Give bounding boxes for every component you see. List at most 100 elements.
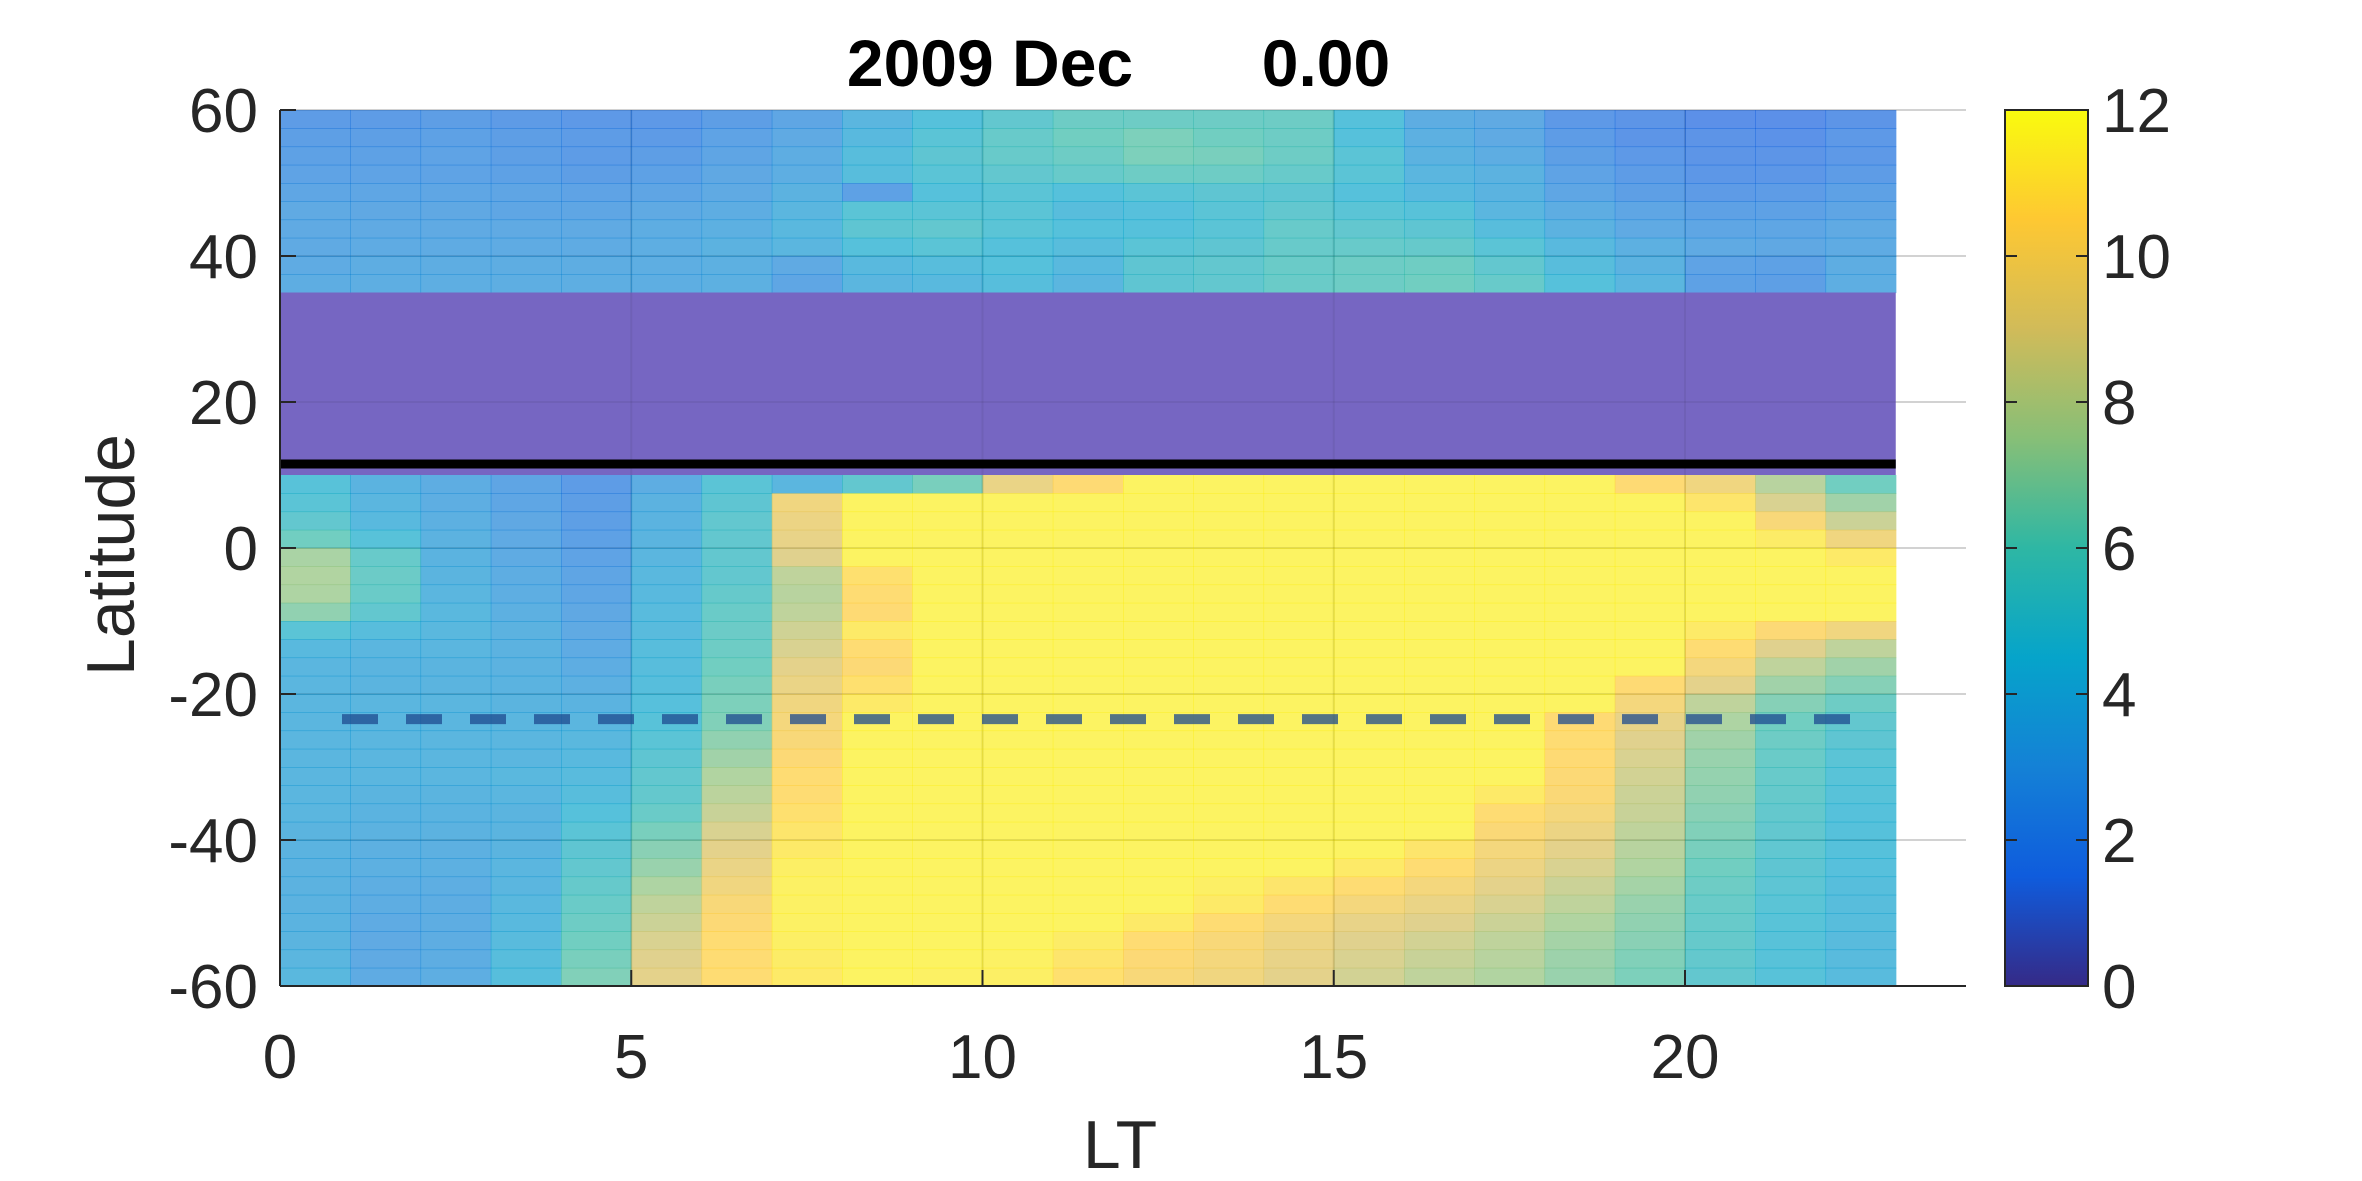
heatmap-cell: [842, 110, 913, 129]
heatmap-cell: [912, 511, 984, 531]
heatmap-cell: [1614, 584, 1686, 604]
heatmap-cell: [1755, 201, 1827, 221]
heatmap-cell: [1755, 858, 1827, 878]
heatmap-cell: [1193, 931, 1265, 951]
heatmap-cell: [1474, 548, 1546, 567]
heatmap-cell: [771, 821, 843, 841]
y-axis-label: Latitude: [73, 434, 149, 676]
heatmap-cell: [982, 785, 1054, 805]
heatmap-cell: [1333, 475, 1405, 494]
heatmap-cell: [1123, 256, 1194, 275]
heatmap-cell: [1404, 256, 1475, 275]
heatmap-cell: [771, 602, 843, 622]
heatmap-cell: [701, 639, 773, 659]
heatmap-cell: [1544, 237, 1616, 257]
heatmap-cell: [1474, 201, 1546, 221]
heatmap-cell: [561, 529, 632, 549]
heatmap-cell: [1614, 493, 1686, 513]
heatmap-cell: [1123, 675, 1194, 695]
heatmap-cell: [1685, 219, 1756, 239]
heatmap-cell: [1052, 475, 1124, 494]
heatmap-cell: [350, 858, 422, 878]
heatmap-cell: [1825, 621, 1897, 640]
colorbar: [2004, 109, 2089, 987]
heatmap-cell: [420, 493, 492, 513]
heatmap-cell: [350, 146, 422, 166]
heatmap-cell: [1825, 511, 1897, 531]
heatmap-cell: [420, 110, 492, 129]
heatmap-cell: [1052, 110, 1124, 129]
heatmap-cell: [1052, 529, 1124, 549]
heatmap-cell: [1825, 274, 1897, 294]
heatmap-cell: [280, 274, 351, 294]
heatmap-cell: [1193, 493, 1265, 513]
heatmap-cell: [1263, 767, 1335, 786]
heatmap-cell: [1333, 164, 1405, 184]
heatmap-cell: [771, 876, 843, 896]
heatmap-cell: [1614, 785, 1686, 805]
heatmap-cell: [701, 821, 773, 841]
heatmap-cell: [701, 548, 773, 567]
heatmap-cell: [912, 858, 984, 878]
heatmap-cell: [912, 785, 984, 805]
heatmap-cell: [771, 511, 843, 531]
heatmap-cell: [1544, 821, 1616, 841]
heatmap-cell: [1474, 840, 1546, 859]
heatmap-cell: [420, 748, 492, 768]
heatmap-cell: [490, 219, 562, 239]
heatmap-cell: [842, 584, 913, 604]
heatmap-cell: [1193, 164, 1265, 184]
heatmap-cell: [420, 602, 492, 622]
heatmap-cell: [420, 529, 492, 549]
heatmap-cell: [280, 675, 351, 695]
heatmap-cell: [842, 748, 913, 768]
heatmap-cell: [561, 639, 632, 659]
heatmap-cell: [701, 274, 773, 294]
heatmap-cell: [561, 110, 632, 129]
heatmap-cell: [1263, 858, 1335, 878]
heatmap-cell: [490, 913, 562, 932]
heatmap-cell: [420, 511, 492, 531]
heatmap-cell: [1474, 730, 1546, 750]
heatmap-cell: [631, 913, 703, 932]
heatmap-cell: [561, 821, 632, 841]
heatmap-cell: [490, 529, 562, 549]
heatmap-cell: [1193, 894, 1265, 914]
heatmap-cell: [1052, 566, 1124, 586]
heatmap-cell: [1193, 949, 1265, 969]
heatmap-cell: [1404, 183, 1475, 202]
heatmap-cell: [350, 602, 422, 622]
heatmap-cell: [1404, 621, 1475, 640]
heatmap-cell: [1193, 803, 1265, 823]
heatmap-cell: [1052, 164, 1124, 184]
heatmap-cell: [1193, 566, 1265, 586]
heatmap-cell: [842, 201, 913, 221]
heatmap-cell: [1544, 256, 1616, 275]
heatmap-cell: [1755, 219, 1827, 239]
heatmap-cell: [1052, 639, 1124, 659]
heatmap-cell: [631, 602, 703, 622]
heatmap-cell: [982, 128, 1054, 148]
heatmap-cell: [1685, 675, 1756, 695]
heatmap-cell: [1333, 639, 1405, 659]
heatmap-cell: [1123, 803, 1194, 823]
heatmap-cell: [490, 183, 562, 202]
heatmap-cell: [280, 639, 351, 659]
heatmap-cell: [490, 840, 562, 859]
heatmap-cell: [280, 949, 351, 969]
heatmap-cell: [1755, 803, 1827, 823]
heatmap-cell: [1825, 858, 1897, 878]
heatmap-cell: [561, 840, 632, 859]
heatmap-cell: [1474, 858, 1546, 878]
heatmap-cell: [1614, 694, 1686, 713]
heatmap-cell: [842, 602, 913, 622]
heatmap-cell: [280, 219, 351, 239]
heatmap-cell: [1052, 803, 1124, 823]
heatmap-cell: [631, 475, 703, 494]
heatmap-cell: [280, 803, 351, 823]
heatmap-cell: [1193, 511, 1265, 531]
heatmap-cell: [701, 894, 773, 914]
heatmap-cell: [631, 675, 703, 695]
heatmap-cell: [771, 274, 843, 294]
heatmap-cell: [842, 256, 913, 275]
